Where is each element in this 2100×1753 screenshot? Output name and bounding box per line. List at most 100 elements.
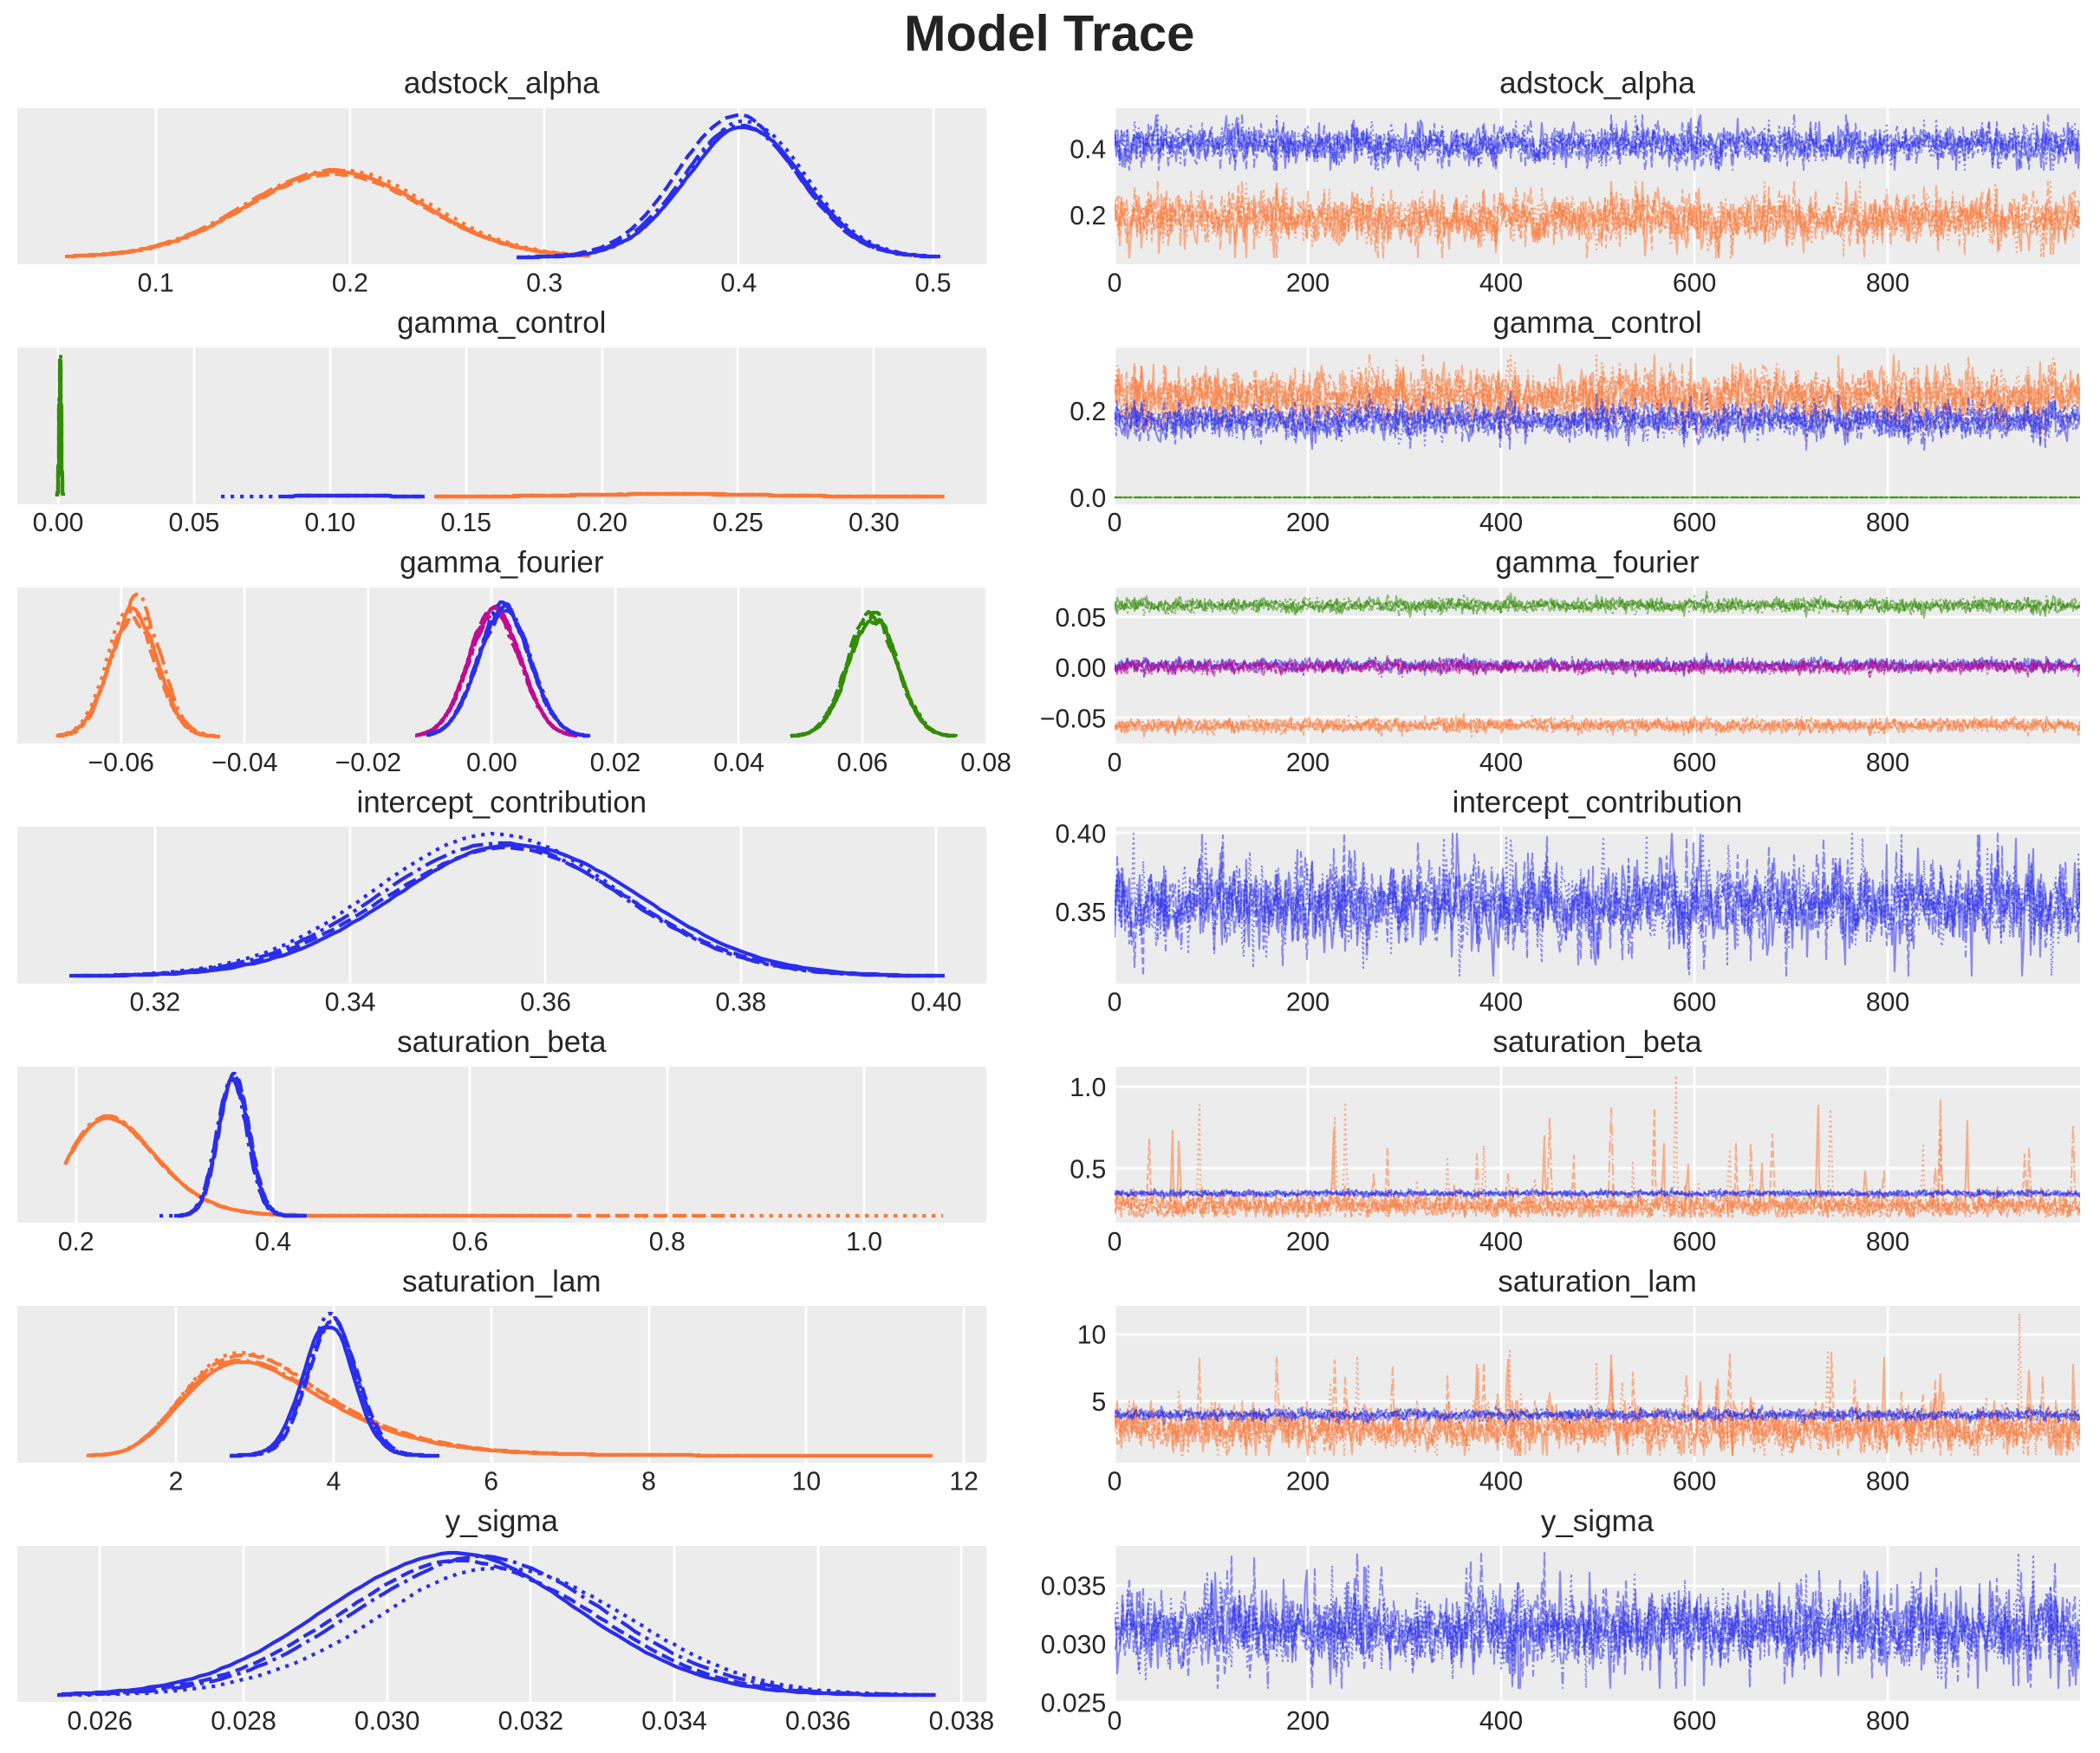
- svg-text:0.20: 0.20: [576, 509, 627, 537]
- svg-text:600: 600: [1673, 269, 1716, 298]
- svg-text:200: 200: [1286, 1468, 1330, 1497]
- svg-text:0: 0: [1108, 1707, 1122, 1736]
- svg-text:0.4: 0.4: [255, 1228, 291, 1256]
- svg-text:0.00: 0.00: [1056, 654, 1107, 683]
- svg-text:200: 200: [1286, 1228, 1330, 1256]
- svg-text:800: 800: [1866, 269, 1909, 298]
- svg-text:0.35: 0.35: [1056, 899, 1107, 927]
- svg-text:0.038: 0.038: [929, 1707, 995, 1736]
- svg-text:10: 10: [792, 1468, 822, 1497]
- svg-text:200: 200: [1286, 509, 1330, 537]
- svg-text:0.3: 0.3: [526, 269, 562, 298]
- svg-text:0.2: 0.2: [1070, 202, 1106, 230]
- svg-text:600: 600: [1673, 1228, 1716, 1256]
- svg-text:0.028: 0.028: [211, 1707, 276, 1736]
- svg-text:400: 400: [1479, 1228, 1523, 1256]
- svg-text:0.40: 0.40: [911, 988, 962, 1016]
- svg-text:intercept_contribution: intercept_contribution: [356, 785, 647, 819]
- svg-text:10: 10: [1077, 1321, 1107, 1350]
- svg-text:5: 5: [1091, 1388, 1106, 1417]
- svg-text:0.5: 0.5: [1070, 1155, 1106, 1184]
- svg-text:0.05: 0.05: [1056, 604, 1107, 633]
- svg-text:800: 800: [1866, 749, 1909, 777]
- svg-text:0.0: 0.0: [1070, 484, 1106, 513]
- svg-text:0.25: 0.25: [712, 509, 764, 537]
- svg-text:600: 600: [1673, 749, 1716, 777]
- svg-text:y_sigma: y_sigma: [445, 1504, 559, 1538]
- svg-text:0.034: 0.034: [641, 1707, 707, 1736]
- svg-text:0: 0: [1108, 1468, 1122, 1497]
- svg-text:600: 600: [1673, 1468, 1716, 1497]
- svg-text:400: 400: [1479, 988, 1523, 1016]
- svg-text:800: 800: [1866, 1468, 1909, 1497]
- svg-text:0.1: 0.1: [138, 269, 174, 298]
- svg-text:400: 400: [1479, 509, 1523, 537]
- svg-text:0.06: 0.06: [837, 749, 888, 777]
- svg-text:gamma_control: gamma_control: [397, 306, 606, 340]
- svg-text:12: 12: [949, 1468, 978, 1497]
- svg-text:saturation_beta: saturation_beta: [1492, 1025, 1702, 1059]
- svg-text:0.00: 0.00: [466, 749, 517, 777]
- svg-text:6: 6: [484, 1468, 498, 1497]
- svg-text:600: 600: [1673, 509, 1716, 537]
- svg-text:0.030: 0.030: [354, 1707, 420, 1736]
- svg-text:saturation_beta: saturation_beta: [397, 1025, 607, 1059]
- svg-text:0.2: 0.2: [332, 269, 368, 298]
- svg-text:0.4: 0.4: [1070, 135, 1106, 164]
- svg-text:800: 800: [1866, 1228, 1909, 1256]
- svg-text:0.4: 0.4: [720, 269, 757, 298]
- svg-text:0.34: 0.34: [325, 988, 376, 1016]
- svg-text:0.032: 0.032: [498, 1707, 564, 1736]
- svg-text:0.15: 0.15: [440, 509, 491, 537]
- svg-text:0: 0: [1108, 509, 1122, 537]
- svg-text:0.36: 0.36: [520, 988, 571, 1016]
- svg-text:200: 200: [1286, 269, 1330, 298]
- svg-text:800: 800: [1866, 988, 1909, 1016]
- svg-text:0: 0: [1108, 988, 1122, 1016]
- svg-text:0.025: 0.025: [1041, 1689, 1107, 1717]
- svg-text:200: 200: [1286, 988, 1330, 1016]
- svg-text:4: 4: [326, 1468, 341, 1497]
- svg-text:400: 400: [1479, 269, 1523, 298]
- svg-text:400: 400: [1479, 749, 1523, 777]
- svg-text:gamma_fourier: gamma_fourier: [400, 546, 604, 580]
- svg-text:adstock_alpha: adstock_alpha: [1499, 67, 1695, 101]
- svg-text:0.02: 0.02: [590, 749, 641, 777]
- svg-text:0: 0: [1108, 749, 1122, 777]
- svg-text:0.2: 0.2: [1070, 398, 1106, 426]
- svg-text:0.035: 0.035: [1041, 1573, 1107, 1601]
- svg-text:600: 600: [1673, 1707, 1716, 1736]
- svg-text:0.10: 0.10: [304, 509, 355, 537]
- svg-text:200: 200: [1286, 1707, 1330, 1736]
- svg-text:0.08: 0.08: [960, 749, 1011, 777]
- svg-text:0.030: 0.030: [1041, 1631, 1107, 1659]
- svg-text:−0.06: −0.06: [88, 749, 154, 777]
- svg-text:8: 8: [641, 1468, 656, 1497]
- svg-text:0.05: 0.05: [169, 509, 220, 537]
- svg-text:2: 2: [169, 1468, 184, 1497]
- svg-text:0.5: 0.5: [915, 269, 952, 298]
- svg-text:saturation_lam: saturation_lam: [1498, 1264, 1697, 1298]
- svg-text:saturation_lam: saturation_lam: [402, 1264, 601, 1298]
- svg-text:800: 800: [1866, 1707, 1909, 1736]
- svg-text:−0.05: −0.05: [1040, 704, 1106, 733]
- svg-text:0: 0: [1108, 269, 1122, 298]
- svg-text:Model Trace: Model Trace: [904, 5, 1194, 62]
- svg-text:0.036: 0.036: [785, 1707, 851, 1736]
- svg-text:0.2: 0.2: [58, 1228, 94, 1256]
- svg-text:0.32: 0.32: [129, 988, 180, 1016]
- svg-text:400: 400: [1479, 1707, 1523, 1736]
- svg-text:intercept_contribution: intercept_contribution: [1453, 785, 1743, 819]
- svg-text:400: 400: [1479, 1468, 1523, 1497]
- svg-text:0.40: 0.40: [1056, 820, 1107, 848]
- svg-text:−0.04: −0.04: [211, 749, 277, 777]
- svg-text:800: 800: [1866, 509, 1909, 537]
- svg-text:1.0: 1.0: [1070, 1074, 1106, 1102]
- svg-text:0.00: 0.00: [33, 509, 84, 537]
- svg-text:0.04: 0.04: [713, 749, 764, 777]
- svg-text:0.026: 0.026: [68, 1707, 133, 1736]
- svg-text:0.38: 0.38: [715, 988, 766, 1016]
- svg-text:1.0: 1.0: [846, 1228, 882, 1256]
- svg-text:0: 0: [1108, 1228, 1122, 1256]
- svg-text:0.6: 0.6: [452, 1228, 488, 1256]
